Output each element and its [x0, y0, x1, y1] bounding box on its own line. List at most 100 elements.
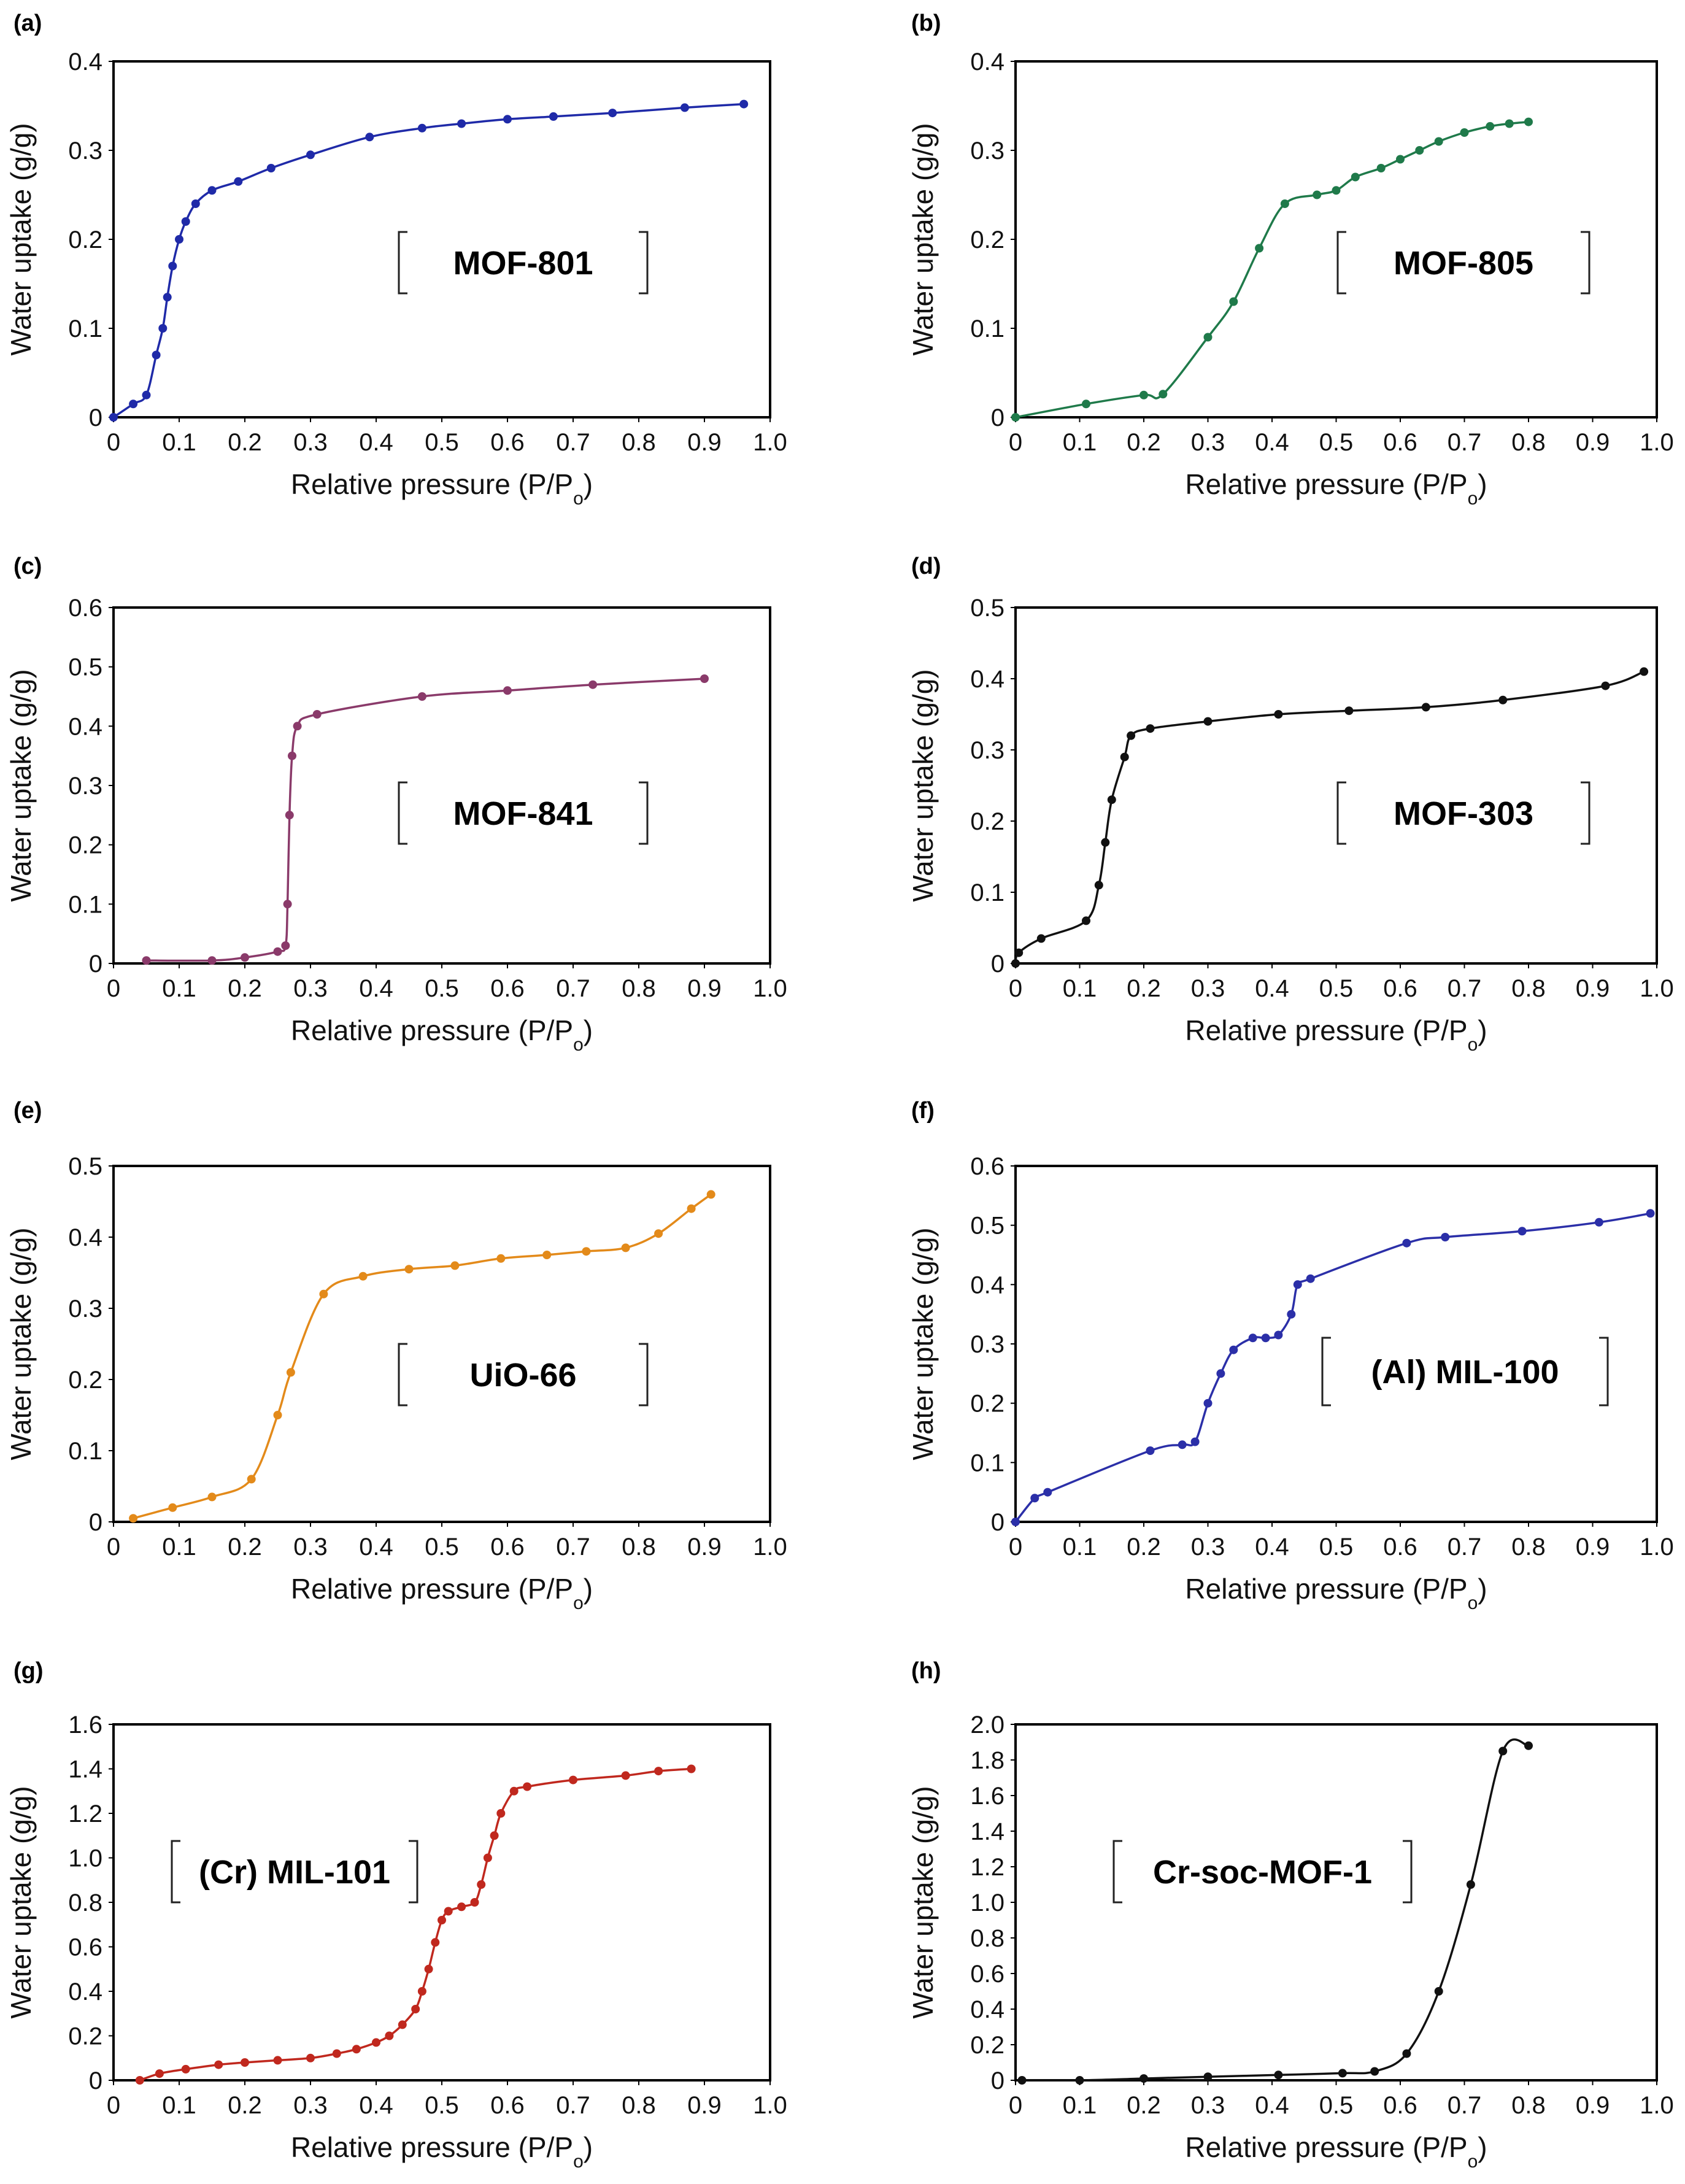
data-point [1287, 1310, 1296, 1319]
y-tick-label: 0 [991, 1509, 1004, 1536]
data-point [1255, 244, 1264, 253]
data-point [608, 109, 617, 118]
x-tick-label: 0.6 [1383, 2092, 1417, 2119]
data-point [496, 1809, 506, 1818]
plot-frame [112, 1165, 771, 1523]
x-tick-label: 0.5 [1319, 429, 1354, 456]
label-bracket-right [1581, 781, 1591, 845]
data-point [286, 1368, 295, 1377]
x-tick-label: 0.5 [425, 1534, 459, 1561]
chart-panel-1: (a) 0 0.1 0.2 0.3 0.4 0.5 0.6 0.7 0.8 0.9 1.0 0 0.1 0.… [5, 10, 787, 509]
y-tick-label: 1.4 [970, 1818, 1004, 1845]
label-bracket-right [1403, 1840, 1413, 1904]
y-tick-label: 0.1 [68, 1438, 102, 1465]
data-point [444, 1907, 453, 1916]
y-tick-label: 0.1 [970, 315, 1004, 342]
data-point [1120, 752, 1129, 762]
data-point [1030, 1494, 1039, 1503]
data-point [700, 674, 709, 683]
data-point [582, 1247, 591, 1256]
y-tick-label: 0.2 [68, 2023, 102, 2050]
data-point [207, 1492, 217, 1502]
data-point [1498, 695, 1508, 704]
data-point [241, 953, 249, 962]
data-point [588, 680, 598, 689]
x-tick-label: 0.8 [622, 1534, 656, 1561]
x-tick-label: 1.0 [753, 975, 787, 1002]
data-point [1434, 1987, 1443, 1996]
x-tick-label: 0 [1009, 2092, 1022, 2119]
x-axis-label-part: ) [1478, 2131, 1487, 2163]
data-point [417, 692, 426, 701]
x-tick-label: 0.5 [425, 429, 459, 456]
x-axis-label-part: ) [1478, 1573, 1487, 1605]
panel-letter: (b) [911, 10, 941, 36]
x-tick-label: 0.6 [490, 429, 525, 456]
y-tick-label: 1.0 [970, 1889, 1004, 1916]
x-tick-label: 0.1 [162, 975, 196, 1002]
data-point [306, 150, 315, 160]
data-point [1524, 1741, 1533, 1750]
y-tick-label: 0.2 [68, 832, 102, 859]
x-tick-label: 0.6 [490, 1534, 525, 1561]
data-point [319, 1289, 328, 1298]
label-bracket-right [1599, 1337, 1609, 1406]
x-tick-label: 0.4 [359, 429, 393, 456]
y-tick-label: 1.2 [68, 1800, 102, 1827]
panel-letter: (h) [911, 1658, 941, 1684]
x-tick-label: 0.5 [1319, 1534, 1354, 1561]
data-point [273, 1411, 282, 1419]
x-tick-label: 0.2 [1127, 2092, 1161, 2119]
data-point [158, 324, 168, 333]
plot-frame [112, 1723, 771, 2082]
y-tick-label: 0.3 [970, 137, 1004, 164]
data-point [398, 2020, 407, 2029]
data-point [1338, 2069, 1347, 2078]
data-point [1203, 717, 1213, 726]
chart-panel-8: (h) 0 0.1 0.2 0.3 0.4 0.5 0.6 0.7 0.8 0.9 1.0 0 0.2 0.… [907, 1658, 1674, 2172]
data-point [372, 2038, 380, 2047]
plot-frame [112, 60, 771, 419]
data-point [1011, 1518, 1020, 1526]
x-tick-label: 1.0 [753, 429, 787, 456]
chart-panel-7: (g) 0 0.1 0.2 0.3 0.4 0.5 0.6 0.7 0.8 0.9 1.0 0 0.2 0.… [5, 1658, 787, 2172]
y-tick-label: 0.4 [68, 1978, 102, 2005]
x-tick-label: 0.2 [1127, 1534, 1161, 1561]
y-tick-label: 0.3 [970, 1331, 1004, 1358]
x-axis-label-part: Relative pressure (P/P [1185, 468, 1467, 500]
data-point [1646, 1209, 1655, 1218]
label-bracket-right [1581, 231, 1591, 295]
x-tick-label: 0.9 [687, 1534, 722, 1561]
x-tick-label: 0.1 [162, 2092, 196, 2119]
x-tick-label: 0.2 [228, 2092, 262, 2119]
data-point [1274, 1330, 1283, 1340]
data-point [273, 947, 282, 956]
x-axis-label-part: ) [584, 1573, 593, 1605]
x-tick-label: 0.4 [359, 1534, 393, 1561]
x-axis-label-subscript: o [573, 1593, 584, 1613]
data-point [477, 1880, 486, 1889]
x-axis-label-part: ) [1478, 1014, 1487, 1046]
data-point [1146, 1446, 1155, 1455]
data-point [424, 1964, 433, 1974]
data-point [1127, 731, 1136, 740]
data-point [431, 1938, 440, 1947]
y-tick-label: 1.0 [68, 1845, 102, 1872]
x-tick-label: 1.0 [1640, 429, 1674, 456]
x-tick-label: 0.8 [1511, 429, 1546, 456]
x-tick-label: 0.7 [1448, 1534, 1482, 1561]
y-tick-label: 1.4 [68, 1756, 102, 1783]
x-tick-label: 0.2 [228, 429, 262, 456]
data-point [312, 710, 322, 719]
y-tick-label: 0.8 [970, 1925, 1004, 1952]
data-point [1434, 137, 1443, 146]
y-tick-label: 0.2 [68, 226, 102, 253]
y-tick-label: 0.4 [68, 48, 102, 75]
y-tick-label: 0.5 [970, 1213, 1004, 1240]
y-tick-label: 0 [89, 1509, 102, 1536]
material-label: MOF-805 [1394, 245, 1533, 282]
material-label: UiO-66 [469, 1357, 576, 1394]
x-tick-label: 0.5 [425, 975, 459, 1002]
y-tick-label: 0.3 [68, 1295, 102, 1322]
